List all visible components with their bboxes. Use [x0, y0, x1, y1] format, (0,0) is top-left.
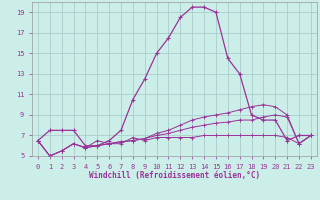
X-axis label: Windchill (Refroidissement éolien,°C): Windchill (Refroidissement éolien,°C) — [89, 171, 260, 180]
